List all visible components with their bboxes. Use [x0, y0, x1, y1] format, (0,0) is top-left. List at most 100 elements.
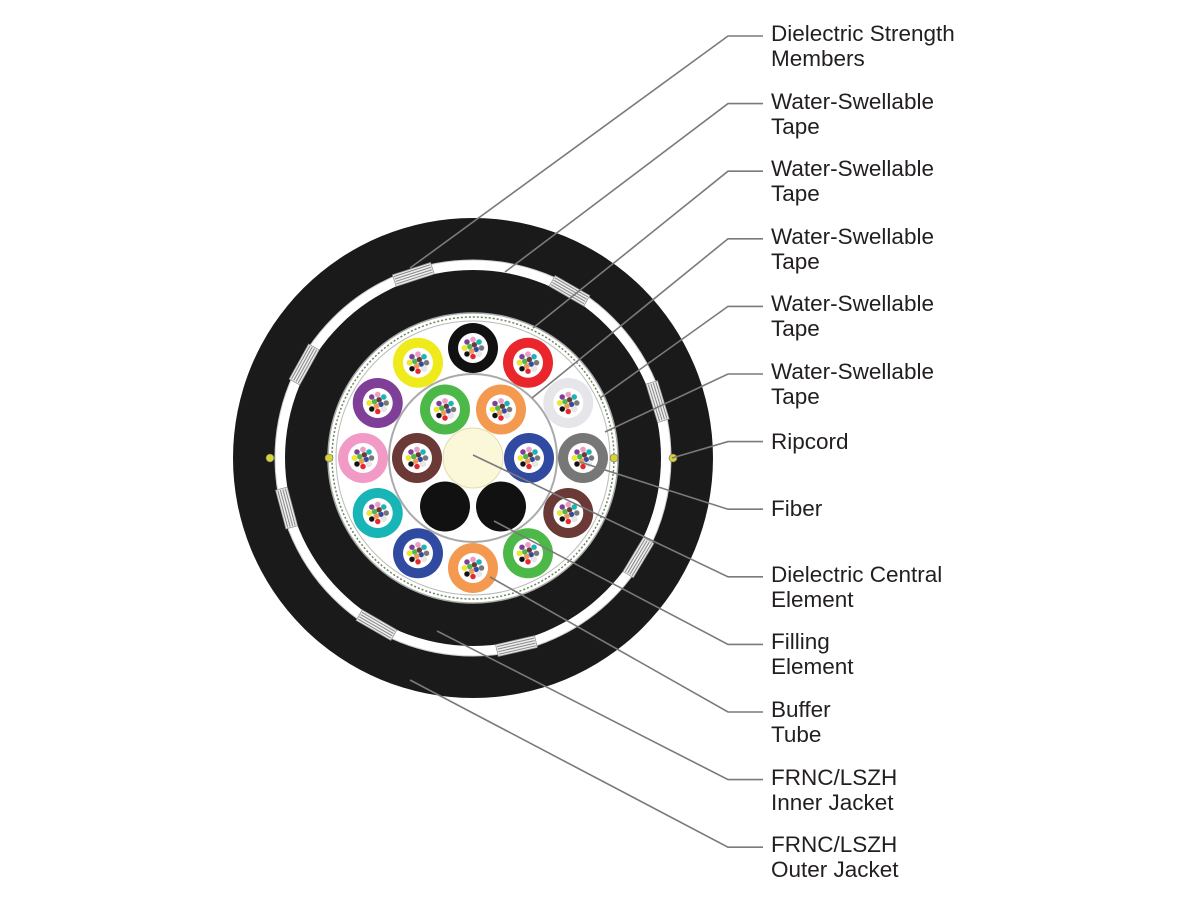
callout-label: FRNC/LSZH Inner Jacket — [771, 765, 897, 815]
fiber — [559, 406, 566, 412]
callout-label: Fiber — [771, 496, 822, 521]
fiber — [571, 394, 578, 400]
strength-member-stripe — [624, 538, 646, 572]
fiber — [470, 353, 476, 360]
strength-member-stripe — [652, 382, 665, 420]
fiber — [525, 558, 531, 565]
fiber — [464, 559, 470, 565]
fiber — [409, 353, 415, 360]
callout-label: Filling Element — [771, 629, 854, 679]
callout-label-line: Water-Swellable — [771, 156, 934, 182]
strength-member-body — [275, 486, 299, 530]
leader-line — [436, 630, 763, 781]
fiber — [366, 510, 373, 516]
strength-member-stripe — [393, 264, 431, 277]
fiber — [534, 455, 541, 461]
fiber — [360, 463, 366, 470]
callout-label-line: Dielectric Central — [771, 561, 943, 587]
fiber — [478, 565, 485, 571]
fiber — [533, 359, 540, 366]
fiber — [415, 351, 421, 358]
fiber — [571, 406, 578, 412]
dielectric-strength-member — [645, 380, 670, 423]
fiber — [531, 353, 537, 360]
fiber — [531, 556, 537, 563]
fiber — [368, 516, 375, 522]
fiber — [408, 449, 414, 455]
fiber — [506, 406, 513, 413]
fiber — [565, 501, 572, 508]
callout-label: Water-Swellable Tape — [771, 224, 934, 274]
fiber — [409, 544, 415, 551]
fiber — [368, 406, 375, 412]
fiber — [489, 406, 496, 413]
strength-member-stripe — [629, 541, 650, 575]
fiber — [414, 463, 420, 470]
fiber — [421, 353, 427, 360]
fiber — [442, 415, 448, 421]
callout-label: Water-Swellable Tape — [771, 89, 934, 139]
fiber — [351, 455, 358, 461]
strength-member-stripe — [284, 488, 296, 526]
fiber — [406, 550, 413, 557]
fiber — [559, 516, 566, 522]
leader-line — [409, 679, 763, 849]
fiber — [354, 449, 360, 455]
strength-member-stripe — [360, 614, 394, 635]
fiber — [421, 365, 427, 372]
strength-member-stripe — [627, 540, 648, 574]
leader-line — [579, 461, 763, 511]
fiber — [556, 400, 563, 406]
fiber — [405, 455, 412, 461]
fiber — [374, 518, 381, 525]
fiber — [516, 359, 523, 366]
fiber — [533, 550, 540, 557]
fiber — [580, 463, 586, 470]
fiber — [470, 556, 476, 563]
callout-label: Dielectric Central Element — [771, 562, 942, 612]
fiber — [520, 461, 526, 467]
leader-line — [604, 373, 763, 433]
leader-line — [504, 102, 763, 273]
fiber — [470, 573, 476, 580]
strength-member-stripe — [496, 637, 535, 648]
fiber — [415, 558, 421, 565]
strength-member-stripe — [291, 345, 311, 380]
callout-label-line: Tape — [771, 384, 820, 409]
fiber — [420, 461, 426, 467]
strength-member-body — [391, 262, 435, 287]
strength-member-stripe — [631, 542, 653, 577]
strength-member-stripe — [395, 269, 432, 282]
fiber — [423, 359, 430, 366]
fiber — [586, 449, 592, 455]
strength-member-stripe — [279, 489, 291, 527]
fiber — [559, 394, 566, 400]
fiber — [525, 368, 531, 375]
leader-line — [493, 520, 763, 646]
strength-member-stripe — [357, 618, 392, 639]
callout-label: Water-Swellable Tape — [771, 359, 934, 409]
callout-label-line: Filling — [771, 629, 830, 655]
strength-member-stripe — [277, 490, 289, 528]
callout-label: Dielectric Strength Members — [771, 21, 955, 71]
callout-label: FRNC/LSZH Outer Jacket — [771, 832, 899, 882]
strength-member-stripe — [650, 383, 663, 421]
strength-member-stripe — [295, 348, 315, 382]
fiber — [517, 455, 524, 461]
fiber — [368, 504, 375, 510]
callout-label-line: Fiber — [771, 496, 823, 522]
fiber — [464, 351, 470, 357]
callout-label: Water-Swellable Tape — [771, 291, 934, 341]
fiber — [519, 353, 525, 360]
fiber — [374, 391, 381, 398]
leader-line — [531, 238, 763, 399]
fiber — [409, 556, 415, 563]
fiber — [531, 544, 537, 551]
callout-label-line: Members — [771, 46, 865, 71]
fiber — [571, 455, 578, 461]
fiber — [380, 406, 387, 412]
fiber — [420, 449, 426, 455]
filling-element — [476, 481, 526, 532]
strength-member-stripe — [497, 640, 535, 650]
